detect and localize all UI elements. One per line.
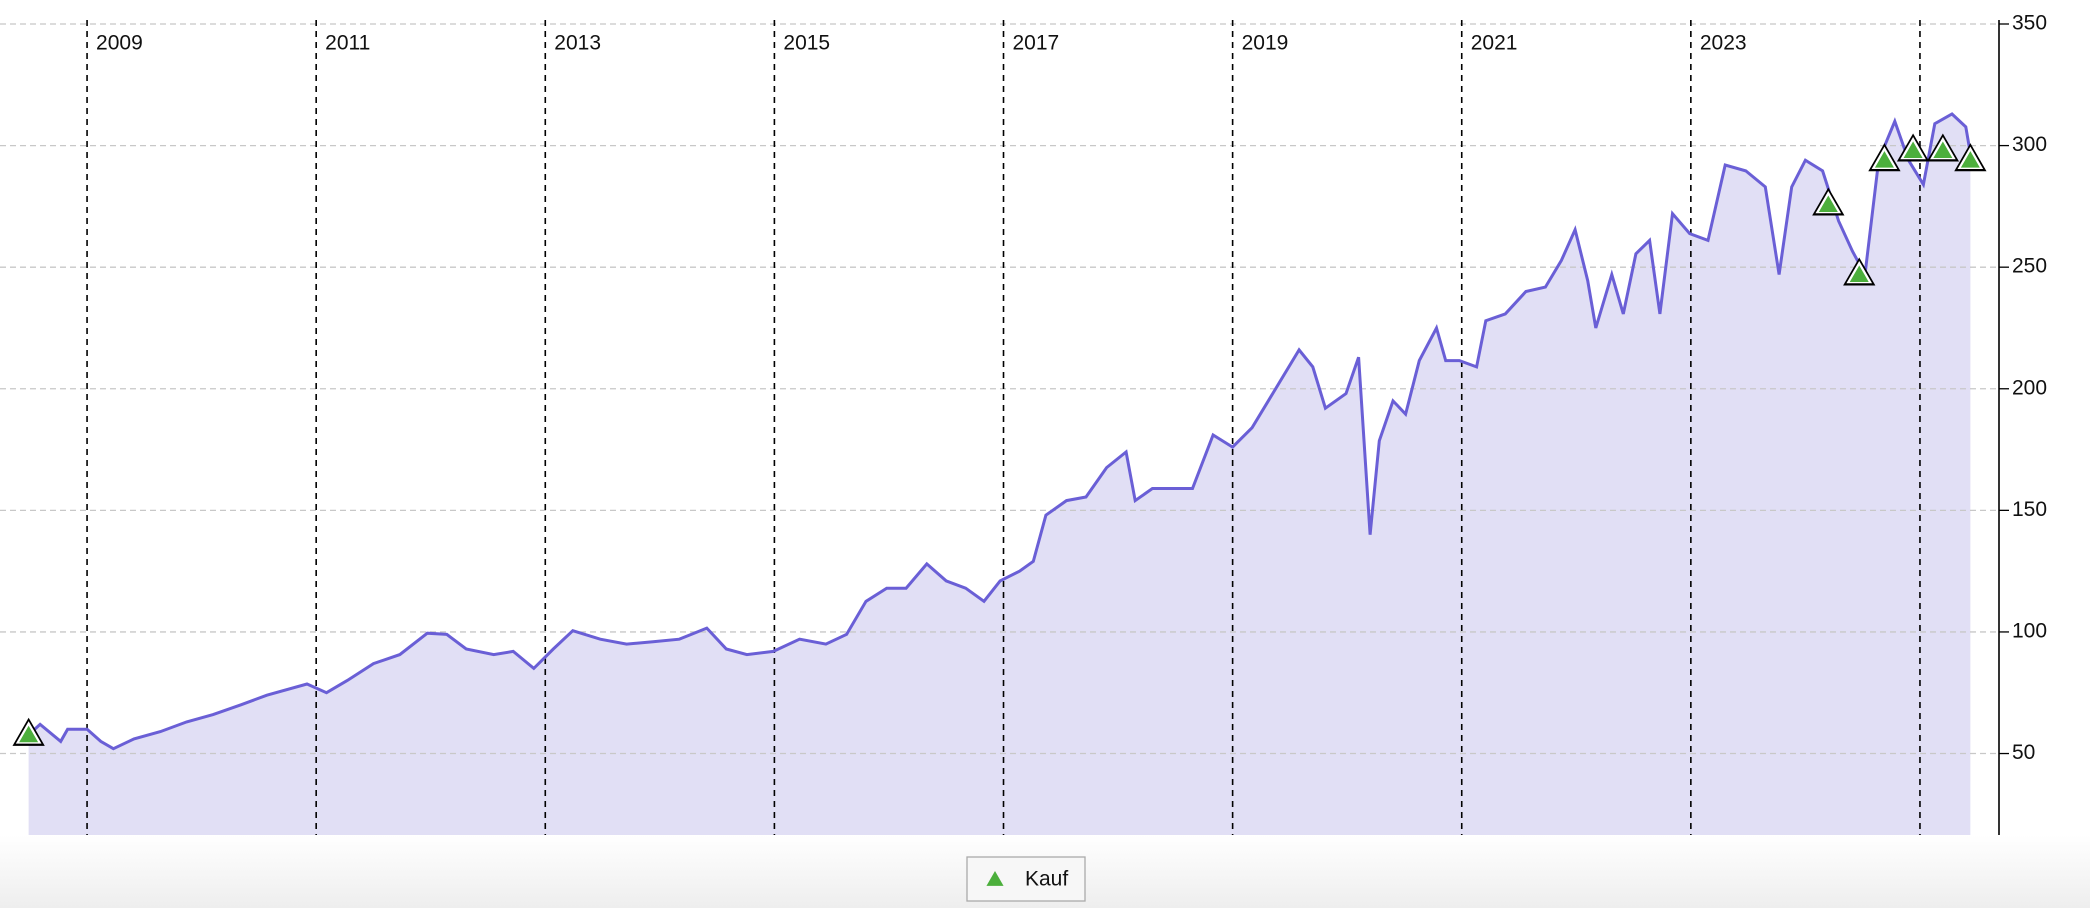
buy-marker [1843, 257, 1876, 286]
x-tick-label: 2021 [1471, 32, 1518, 55]
buy-marker-fill [1849, 265, 1869, 282]
x-tick-label: 2015 [783, 32, 830, 55]
y-tick-label: 100 [2012, 619, 2047, 642]
y-tick-label: 300 [2012, 133, 2047, 156]
y-tick-label: 150 [2012, 498, 2047, 521]
x-tick-label: 2017 [1013, 32, 1060, 55]
buy-marker-fill [1874, 151, 1894, 168]
x-tick-label: 2013 [554, 32, 601, 55]
buy-marker [1896, 133, 1930, 162]
buy-marker [1954, 143, 1987, 172]
price-line [27, 112, 1972, 751]
area [28, 114, 1971, 835]
buy-marker [1926, 133, 1960, 162]
legend-label: Kauf [1025, 868, 1068, 891]
buy-marker-fill [19, 725, 39, 743]
buy-marker [1868, 143, 1901, 172]
buy-marker-fill [1960, 151, 1980, 168]
legend-box[interactable] [966, 856, 1086, 902]
y-tick-label: 350 [2012, 12, 2047, 35]
y-tick-label: 250 [2012, 255, 2047, 278]
x-tick-label: 2009 [96, 32, 143, 55]
y-tick-label: 50 [2012, 741, 2035, 764]
legend-symbol [986, 871, 1004, 886]
buy-marker-fill [1903, 141, 1923, 158]
x-tick-label: 2011 [325, 32, 370, 55]
buy-marker-fill [1933, 141, 1953, 158]
buy-marker [1812, 187, 1845, 216]
buy-marker [12, 717, 45, 746]
x-tick-label: 2019 [1242, 32, 1289, 55]
x-tick-label: 2023 [1700, 32, 1747, 55]
buy-marker-fill [1818, 195, 1838, 212]
y-tick-label: 200 [2012, 376, 2047, 399]
